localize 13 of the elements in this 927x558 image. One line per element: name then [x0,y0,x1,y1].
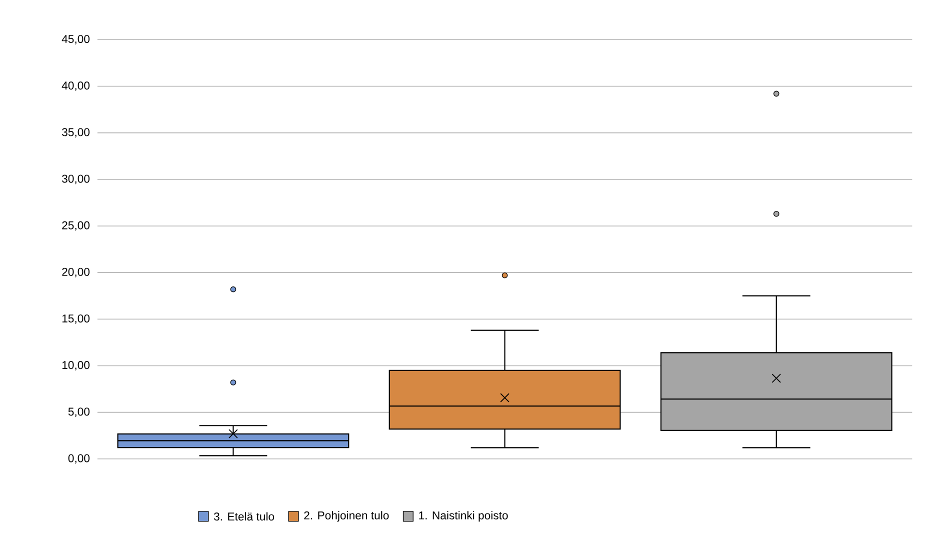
legend-label: 3. Etelä tulo [214,512,274,521]
y-tick-label: 30,00 [62,174,90,184]
legend-label: 2. Pohjoinen tulo [304,511,389,522]
y-tick-label: 10,00 [62,361,90,370]
legend-label: 1. Naistinki poisto [419,511,508,522]
y-tick-label: 0,00 [68,454,90,464]
y-tick-label: 25,00 [62,221,90,231]
y-tick-label: 20,00 [62,268,90,278]
y-tick-label: 40,00 [62,82,90,91]
y-tick-label: 35,00 [62,128,90,138]
y-tick-label: 45,00 [62,34,90,44]
y-tick-label: 5,00 [68,408,90,417]
y-tick-label: 15,00 [62,314,90,324]
